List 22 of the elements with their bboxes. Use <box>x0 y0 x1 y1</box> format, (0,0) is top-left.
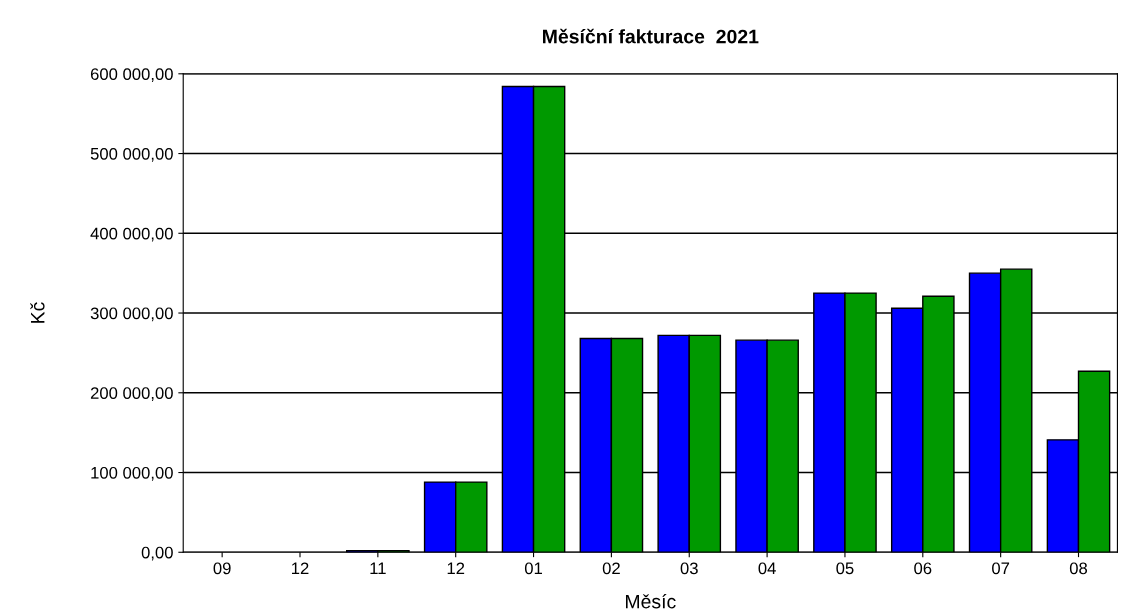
x-tick-label: 05 <box>836 562 854 575</box>
x-tick-label: 03 <box>680 562 698 575</box>
y-tick-label: 500 000,00 <box>90 147 173 162</box>
y-tick-label: 0,00 <box>141 546 173 561</box>
chart-title: Měsíční fakturace 2021 <box>543 28 759 44</box>
x-axis-title: Měsíc <box>625 593 676 609</box>
x-tick-label: 07 <box>992 562 1010 575</box>
x-tick-label: 04 <box>758 562 776 575</box>
x-tick-label: 02 <box>602 562 620 575</box>
x-tick-label: 12 <box>292 562 309 575</box>
y-tick-label: 100 000,00 <box>91 466 173 481</box>
y-tick-label: 300 000,00 <box>90 307 173 322</box>
y-axis-title: Kč <box>30 302 45 323</box>
x-tick-label: 09 <box>213 562 231 575</box>
y-tick-label: 400 000,00 <box>90 227 173 242</box>
x-tick-label: 12 <box>447 562 465 575</box>
y-tick-label: 600 000,00 <box>90 68 173 82</box>
y-tick-label: 200 000,00 <box>90 387 173 401</box>
x-tick-label: 01 <box>524 562 543 575</box>
x-tick-label: 08 <box>1069 562 1088 575</box>
x-tick-label: 06 <box>914 562 932 575</box>
x-tick-label: 11 <box>370 562 386 575</box>
